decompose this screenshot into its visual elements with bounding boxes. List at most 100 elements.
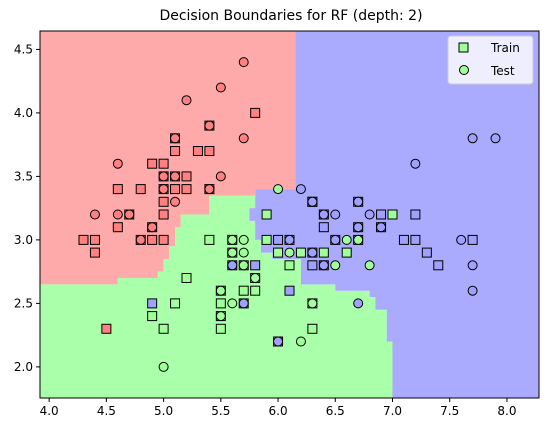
test-point	[89, 209, 100, 220]
train-point	[101, 323, 112, 334]
train-point	[158, 234, 169, 245]
train-point	[273, 247, 284, 258]
test-point	[135, 234, 146, 245]
train-point	[261, 209, 272, 220]
train-point	[89, 234, 100, 245]
y-tick-label: 4.0	[14, 106, 33, 120]
test-point	[158, 171, 169, 182]
train-point	[181, 184, 192, 195]
train-point	[261, 234, 272, 245]
train-point	[204, 146, 215, 157]
train-point	[250, 285, 261, 296]
train-point	[376, 209, 387, 220]
test-point	[273, 336, 284, 347]
test-point	[353, 234, 364, 245]
train-point	[135, 184, 146, 195]
train-point	[250, 260, 261, 271]
test-point	[170, 196, 181, 207]
x-tick-label: 6.0	[269, 404, 288, 418]
test-point	[204, 120, 215, 131]
train-point	[158, 323, 169, 334]
test-point	[273, 184, 284, 195]
train-point	[341, 247, 352, 258]
y-tick-label: 3.0	[14, 233, 33, 247]
test-point	[295, 184, 306, 195]
test-point	[456, 234, 467, 245]
train-point	[215, 323, 226, 334]
train-point	[421, 247, 432, 258]
test-point	[238, 247, 249, 258]
test-point	[238, 260, 249, 271]
test-point	[215, 171, 226, 182]
data-points	[78, 57, 501, 372]
test-point	[353, 222, 364, 233]
x-tick-label: 7.5	[440, 404, 459, 418]
y-tick-label: 3.5	[14, 169, 33, 183]
legend-test-label: Test	[490, 64, 515, 78]
test-point	[318, 209, 329, 220]
train-point	[215, 298, 226, 309]
x-tick-label: 5.5	[211, 404, 230, 418]
test-point	[215, 82, 226, 93]
test-point	[238, 234, 249, 245]
train-point	[147, 298, 158, 309]
test-point	[215, 285, 226, 296]
legend-train-marker	[458, 42, 469, 53]
train-point	[170, 298, 181, 309]
train-point	[181, 171, 192, 182]
train-point	[284, 260, 295, 271]
test-point	[330, 260, 341, 271]
test-point	[307, 196, 318, 207]
axes-frame	[39, 30, 540, 399]
train-point	[112, 184, 123, 195]
test-point	[238, 298, 249, 309]
train-point	[318, 222, 329, 233]
train-point	[387, 209, 398, 220]
test-point	[227, 234, 238, 245]
test-point	[227, 247, 238, 258]
test-point	[112, 158, 123, 169]
region-red	[40, 31, 296, 285]
test-point	[124, 209, 135, 220]
test-point	[307, 298, 318, 309]
x-tick-label: 4.0	[40, 404, 59, 418]
train-point	[410, 209, 421, 220]
train-point	[273, 234, 284, 245]
x-tick-label: 7.0	[383, 404, 402, 418]
train-point	[170, 184, 181, 195]
test-point	[215, 311, 226, 322]
test-point	[227, 298, 238, 309]
region-green	[40, 195, 393, 398]
test-point	[181, 95, 192, 106]
test-point	[147, 222, 158, 233]
test-point	[284, 247, 295, 258]
train-point	[192, 146, 203, 157]
test-point	[467, 133, 478, 144]
legend-box	[447, 35, 534, 85]
x-tick-label: 6.5	[326, 404, 345, 418]
train-point	[158, 209, 169, 220]
train-point	[318, 247, 329, 258]
chart-title: Decision Boundaries for RF (depth: 2)	[159, 8, 422, 24]
test-point	[376, 222, 387, 233]
test-point	[250, 272, 261, 283]
test-point	[318, 260, 329, 271]
y-axis: 2.0 2.5 3.0 3.5 4.0 4.5	[14, 42, 40, 374]
test-point	[238, 133, 249, 144]
y-tick-label: 2.0	[14, 360, 33, 374]
test-point	[410, 158, 421, 169]
train-point	[78, 234, 89, 245]
plot-area	[39, 30, 540, 399]
x-tick-label: 4.5	[97, 404, 116, 418]
train-point	[398, 234, 409, 245]
train-point	[307, 323, 318, 334]
train-point	[158, 158, 169, 169]
test-point	[330, 234, 341, 245]
train-point	[295, 247, 306, 258]
test-point	[295, 336, 306, 347]
x-tick-label: 5.0	[154, 404, 173, 418]
test-point	[284, 234, 295, 245]
x-tick-label: 8.0	[497, 404, 516, 418]
test-point	[307, 247, 318, 258]
